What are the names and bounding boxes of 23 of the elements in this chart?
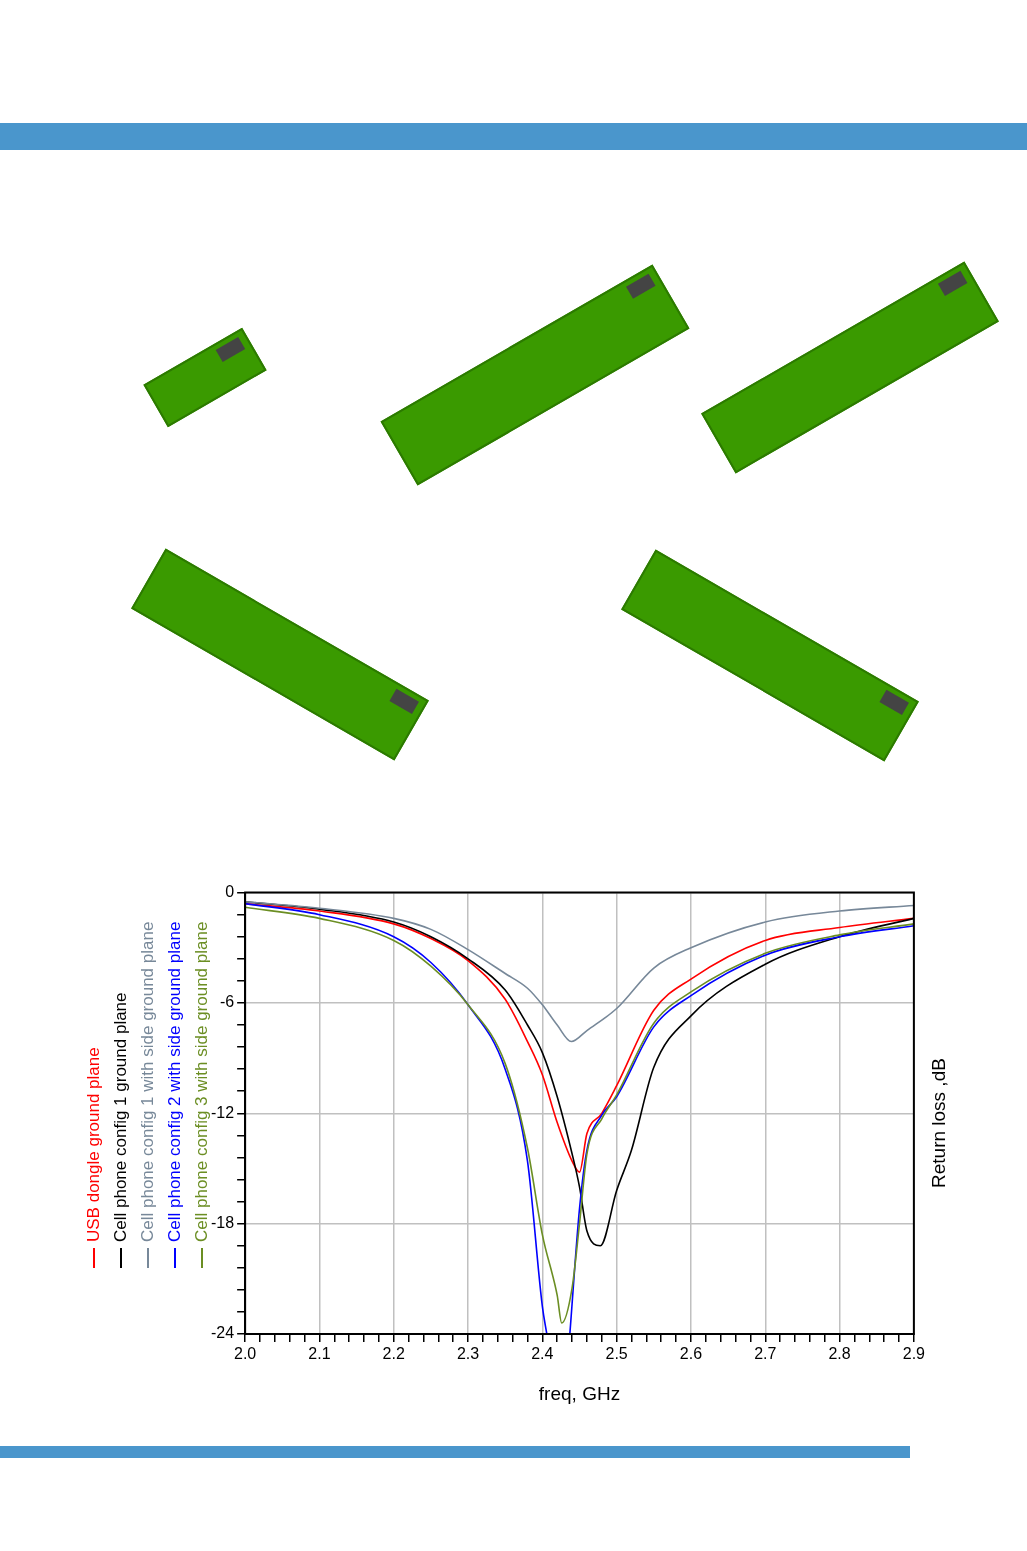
text: Cell phone config 2 with side ground plane: [164, 921, 185, 1242]
text: Cell phone config 1 ground plane: [110, 992, 131, 1242]
y-tick-label: -12: [211, 1103, 235, 1121]
text: Cell phone config 1 with side ground plane: [137, 921, 158, 1242]
x-axis-title: freq, GHz: [538, 1382, 621, 1404]
y-axis-title: Return loss ,dB: [928, 1058, 950, 1188]
y-tick-label: -6: [219, 993, 235, 1011]
x-tick-label: 2.7: [754, 1345, 777, 1363]
x-tick-label: 2.4: [531, 1345, 554, 1363]
x-tick-label: 2.2: [382, 1345, 405, 1363]
x-tick-label: 2.0: [234, 1345, 257, 1363]
x-tick-label: 2.5: [605, 1345, 628, 1363]
x-tick-label: 2.8: [828, 1345, 851, 1363]
y-tick-label: 0: [225, 883, 235, 901]
x-tick-label: 2.3: [456, 1345, 480, 1363]
y-tick-label: -24: [211, 1324, 235, 1342]
x-tick-label: 2.9: [902, 1345, 926, 1363]
y-tick-label: -18: [211, 1214, 235, 1232]
x-tick-label: 2.1: [308, 1345, 331, 1363]
x-tick-label: 2.6: [679, 1345, 703, 1363]
text: Cell phone config 3 with side ground plane: [191, 921, 211, 1242]
text: USB dongle ground plane: [83, 1047, 104, 1242]
line-series: [245, 901, 914, 1043]
